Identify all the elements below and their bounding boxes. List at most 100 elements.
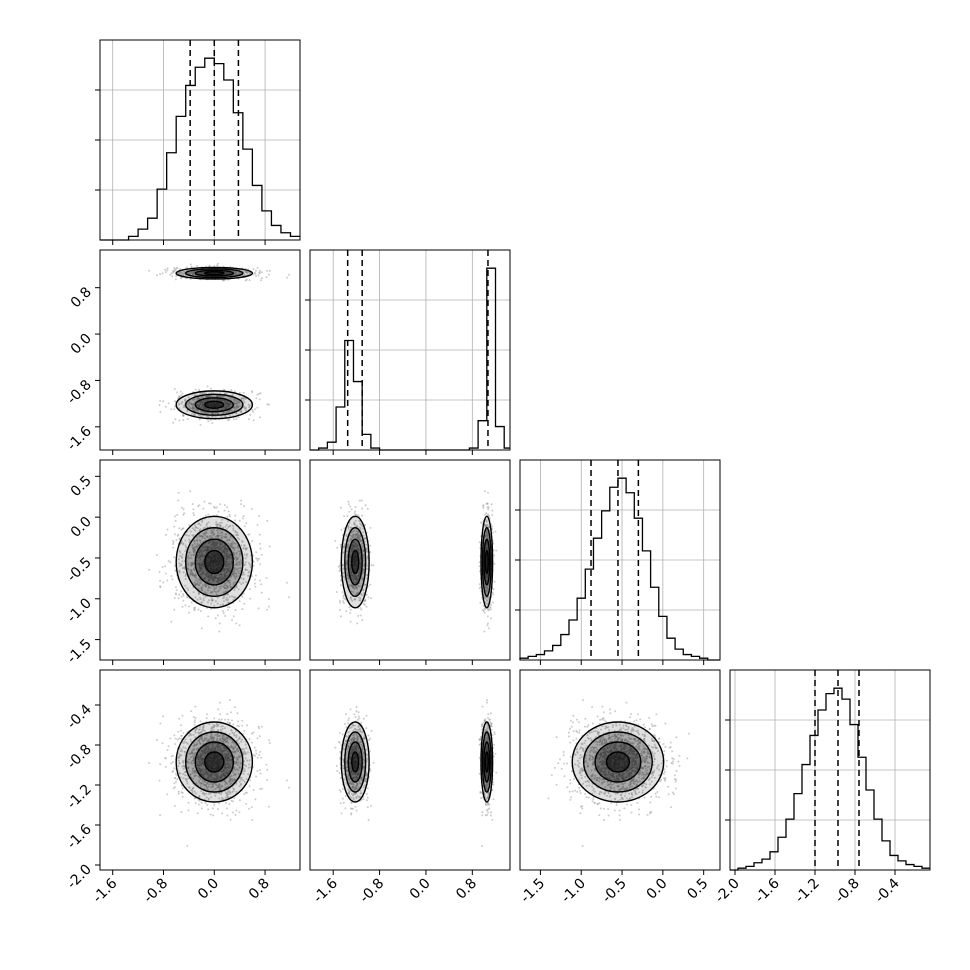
scatter-point xyxy=(191,503,194,505)
scatter-point xyxy=(187,801,190,804)
scatter-point xyxy=(177,491,180,494)
scatter-point xyxy=(193,609,196,612)
scatter-point xyxy=(237,720,240,723)
scatter-point xyxy=(366,507,369,510)
scatter-point xyxy=(486,502,489,505)
scatter-point xyxy=(175,539,178,542)
scatter-point xyxy=(172,421,175,424)
scatter-point xyxy=(256,523,259,526)
scatter-point xyxy=(364,504,367,507)
scatter-point xyxy=(487,513,489,516)
scatter-point xyxy=(248,279,251,282)
scatter-point xyxy=(180,528,183,531)
scatter-point xyxy=(260,725,263,728)
scatter-point xyxy=(172,539,175,542)
scatter-point xyxy=(256,737,259,740)
scatter-point xyxy=(334,539,337,542)
scatter-point xyxy=(211,415,214,418)
scatter-point xyxy=(176,513,179,516)
scatter-point xyxy=(349,608,352,611)
scatter-point xyxy=(181,605,184,608)
scatter-point xyxy=(202,507,205,510)
scatter-point xyxy=(182,419,185,422)
scatter-point xyxy=(194,388,197,391)
scatter-point xyxy=(361,514,364,517)
scatter-point xyxy=(178,395,181,398)
scatter-point xyxy=(489,608,492,611)
scatter-point xyxy=(490,603,492,606)
scatter-point xyxy=(180,595,183,598)
scatter-point xyxy=(182,594,185,597)
scatter-point xyxy=(200,627,203,630)
scatter-point xyxy=(200,801,203,804)
scatter-point xyxy=(177,597,180,600)
scatter-point xyxy=(230,711,232,714)
scatter-point xyxy=(235,622,238,625)
scatter-point xyxy=(177,792,180,795)
scatter-point xyxy=(266,269,269,272)
scatter-point xyxy=(369,526,372,529)
scatter-point xyxy=(170,575,173,578)
scatter-point xyxy=(242,515,245,518)
density-contour-3 xyxy=(351,549,360,575)
scatter-point xyxy=(491,601,494,604)
scatter-point xyxy=(179,390,182,393)
scatter-point xyxy=(172,269,175,272)
scatter-point xyxy=(197,608,200,611)
scatter-point xyxy=(246,271,249,274)
scatter-point xyxy=(341,591,344,594)
ytick-label-2-4: 0.5 xyxy=(68,473,95,500)
scatter-point xyxy=(369,551,372,554)
scatter-point xyxy=(196,812,199,815)
scatter-point xyxy=(181,392,184,395)
scatter-point xyxy=(182,599,185,602)
panel-0-0 xyxy=(95,39,301,245)
scatter-point xyxy=(363,600,366,603)
scatter-point xyxy=(213,717,216,720)
scatter-point xyxy=(201,401,204,404)
scatter-point xyxy=(184,604,187,607)
scatter-point xyxy=(338,608,341,611)
scatter-point xyxy=(343,515,346,518)
scatter-point xyxy=(216,401,219,404)
scatter-point xyxy=(488,606,491,609)
scatter-point xyxy=(213,506,216,509)
scatter-point xyxy=(181,787,184,790)
scatter-point xyxy=(259,272,261,275)
scatter-point xyxy=(238,402,241,405)
scatter-point xyxy=(178,537,181,540)
scatter-point xyxy=(174,586,177,589)
scatter-point xyxy=(482,504,485,507)
scatter-point xyxy=(369,544,371,547)
scatter-point xyxy=(208,411,211,414)
scatter-point xyxy=(488,627,490,630)
scatter-point xyxy=(204,407,207,410)
scatter-point xyxy=(238,272,241,275)
scatter-point xyxy=(344,597,347,600)
scatter-point xyxy=(254,574,257,577)
scatter-point xyxy=(243,505,245,508)
scatter-point xyxy=(173,782,176,785)
scatter-point xyxy=(267,598,270,601)
scatter-point xyxy=(207,615,210,618)
scatter-point xyxy=(174,777,176,779)
scatter-point xyxy=(259,750,262,753)
scatter-point xyxy=(261,271,263,274)
scatter-point xyxy=(245,791,248,794)
scatter-point xyxy=(226,814,229,817)
scatter-point xyxy=(260,756,263,759)
scatter-point xyxy=(482,610,485,612)
scatter-point xyxy=(228,513,231,516)
scatter-point xyxy=(218,630,221,633)
scatter-point xyxy=(265,276,268,279)
scatter-point xyxy=(180,590,183,593)
scatter-point xyxy=(238,405,241,407)
scatter-point xyxy=(227,405,230,408)
scatter-point xyxy=(370,564,373,567)
scatter-point xyxy=(175,275,178,277)
scatter-point xyxy=(233,405,236,408)
scatter-point xyxy=(257,607,260,610)
scatter-point xyxy=(241,608,244,611)
scatter-point xyxy=(218,622,221,625)
scatter-point xyxy=(174,405,176,408)
